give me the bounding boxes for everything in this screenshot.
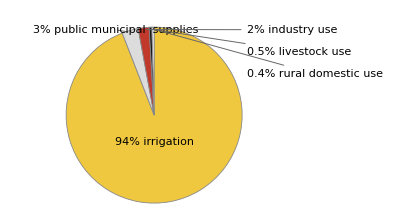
Wedge shape [152,27,154,115]
Wedge shape [149,27,154,115]
Wedge shape [122,29,154,115]
Text: 0.4% rural domestic use: 0.4% rural domestic use [155,30,383,79]
Text: 3% public municipal  supplies: 3% public municipal supplies [33,25,198,35]
Text: 2% industry use: 2% industry use [146,25,337,35]
Wedge shape [66,27,242,203]
Text: 94% irrigation: 94% irrigation [115,136,194,146]
Wedge shape [138,27,154,115]
Text: 0.5% livestock use: 0.5% livestock use [153,29,351,57]
